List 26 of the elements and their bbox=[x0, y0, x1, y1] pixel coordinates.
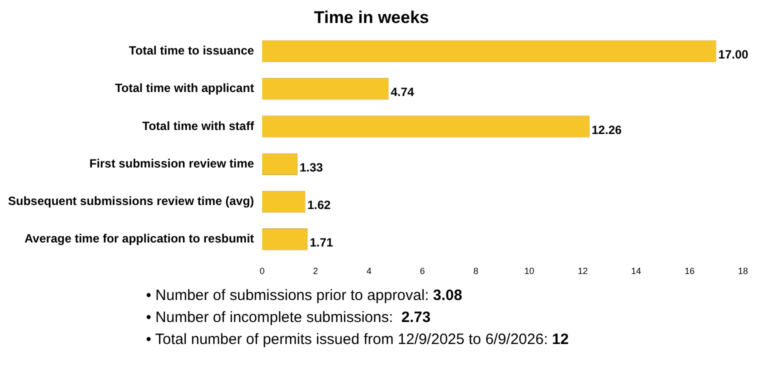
chart-title: Time in weeks bbox=[314, 8, 429, 27]
x-tick-label: 18 bbox=[738, 266, 748, 276]
y-tick-label: First submission review time bbox=[89, 156, 254, 170]
data-label: 17.00 bbox=[718, 48, 749, 62]
data-label: 1.62 bbox=[307, 198, 332, 212]
x-tick-label: 0 bbox=[260, 266, 265, 276]
y-tick-label: Total time with applicant bbox=[114, 81, 254, 96]
y-tick-label: Subsequent submissions review time (avg) bbox=[8, 194, 254, 208]
x-tick-label: 14 bbox=[631, 266, 642, 276]
data-label: 4.74 bbox=[390, 85, 414, 100]
text: • Number of submissions prior to approval: 3.08 bbox=[146, 287, 462, 304]
data-label: 1.33 bbox=[300, 160, 324, 174]
text: • Total number of permits issued from 12/9/2025 to 6/9/2026: 12 bbox=[146, 331, 569, 348]
y-tick-label: Total time with staff bbox=[142, 118, 256, 133]
x-tick-label: 10 bbox=[524, 266, 534, 276]
data-label: 1.71 bbox=[310, 236, 334, 250]
x-tick-label: 2 bbox=[312, 266, 318, 276]
x-tick-label: 6 bbox=[420, 266, 425, 276]
text: • Number of incomplete submissions: 2.73 bbox=[146, 309, 431, 326]
data-label: 12.26 bbox=[592, 122, 622, 137]
x-tick-label: 8 bbox=[473, 266, 478, 276]
y-tick-label: Total time to issuance bbox=[128, 44, 254, 58]
x-tick-label: 12 bbox=[578, 266, 588, 276]
y-tick-label: Average time for application to resbumit bbox=[24, 232, 254, 246]
x-tick-label: 4 bbox=[366, 266, 372, 276]
x-tick-label: 16 bbox=[684, 266, 695, 276]
